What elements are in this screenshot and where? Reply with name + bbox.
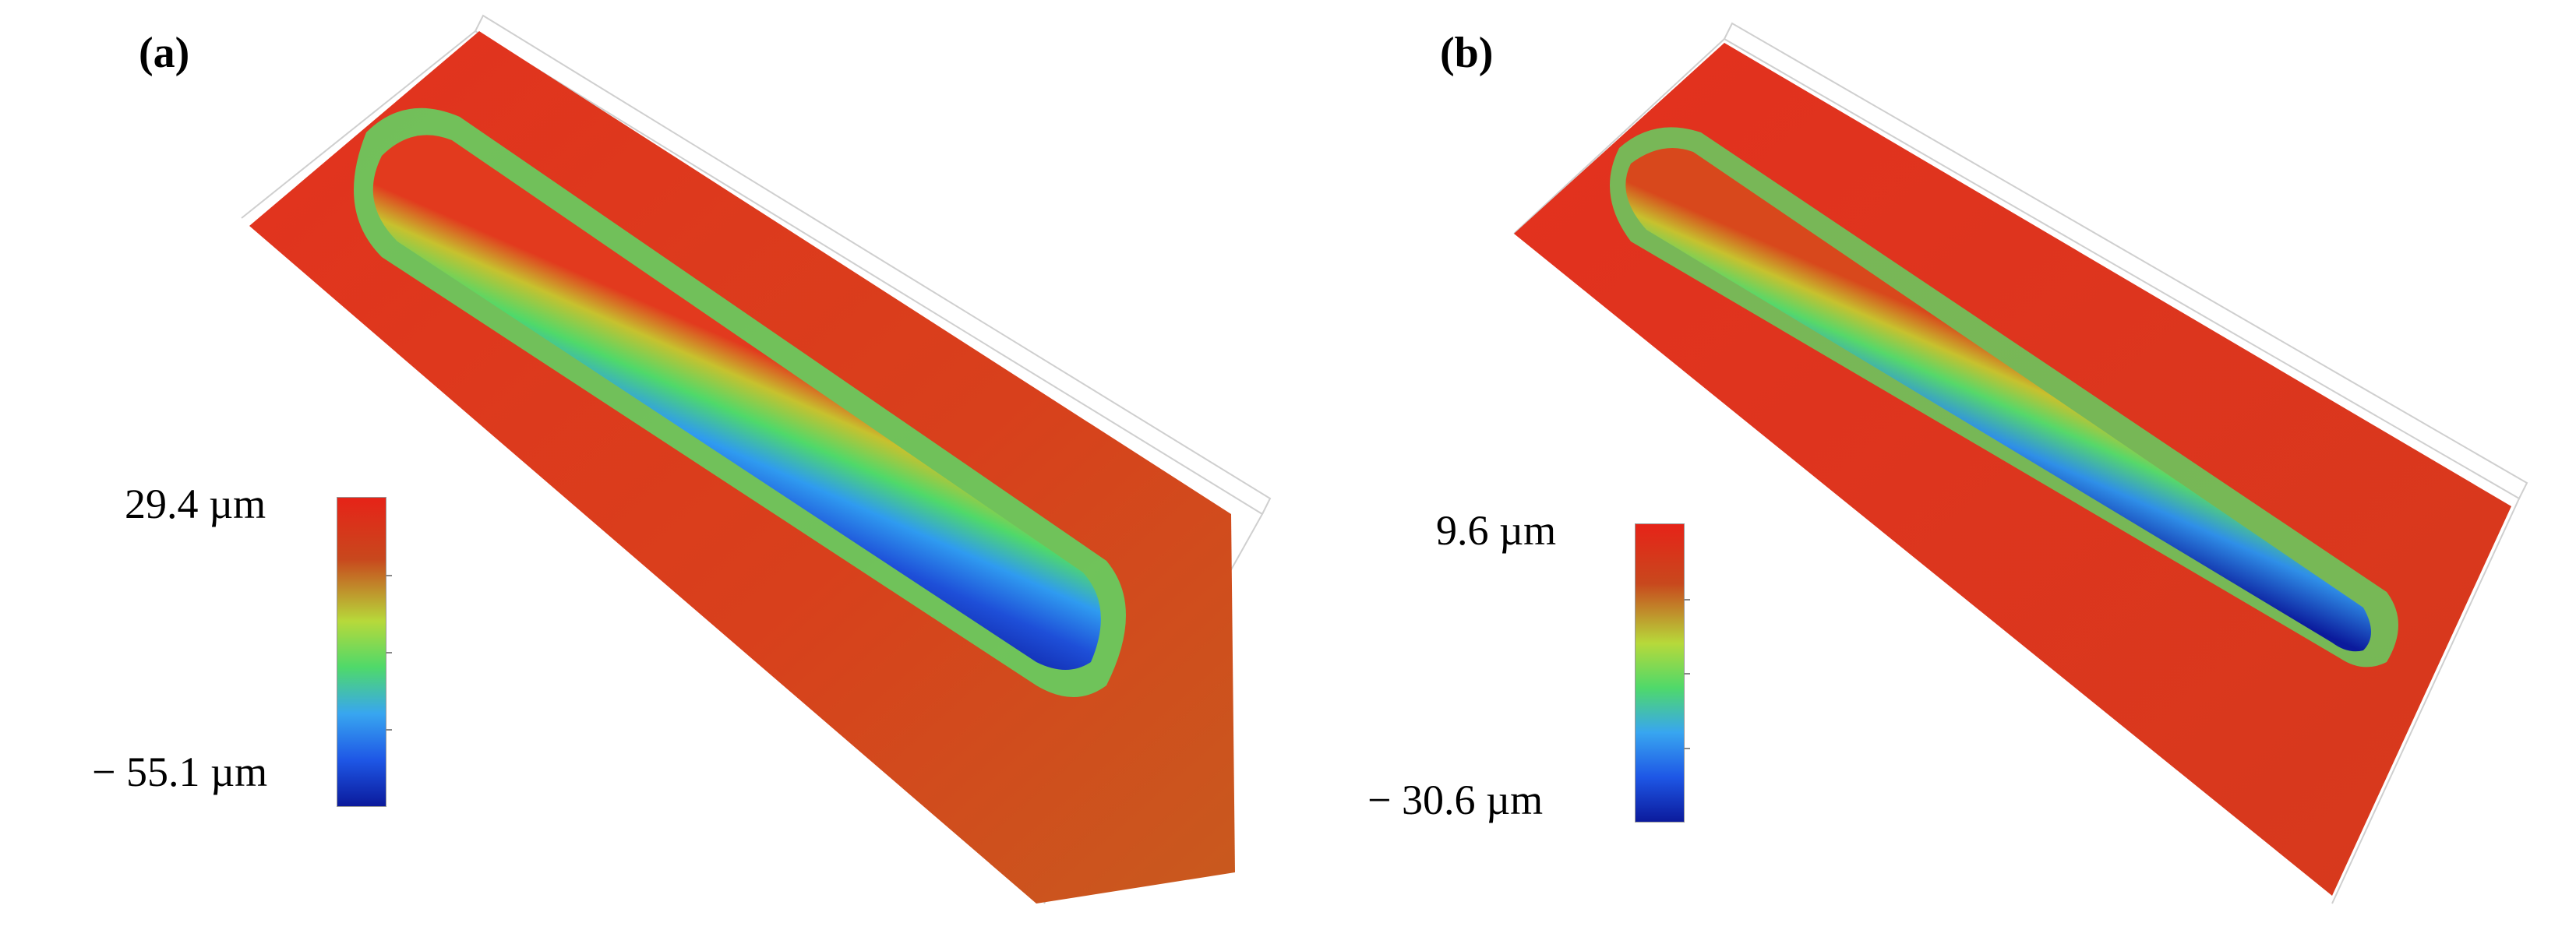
wear-track-b bbox=[1610, 127, 2398, 668]
scale-max-label-a: 29.4 µm bbox=[125, 481, 266, 527]
surface-3d-plot-b bbox=[1513, 22, 2528, 904]
scale-min-label-a: − 55.1 µm bbox=[92, 749, 268, 795]
colorbar-tick bbox=[1684, 598, 1690, 601]
colorbar-b bbox=[1635, 523, 1690, 823]
colorbar-tick bbox=[386, 729, 392, 731]
panel-a: (a) bbox=[92, 14, 1272, 904]
colorbar-tick bbox=[386, 575, 392, 576]
panel-b: (b) 9.6 µm − 30.6 µm bbox=[1288, 0, 2576, 930]
scale-min-label-b: − 30.6 µm bbox=[1367, 777, 1544, 823]
colorbar-tick bbox=[1684, 747, 1690, 749]
wear-track-a bbox=[354, 107, 1126, 697]
scale-max-label-b: 9.6 µm bbox=[1436, 507, 1557, 554]
wireframe-box-b bbox=[1513, 22, 2528, 904]
surface-3d-plot-a bbox=[241, 14, 1272, 904]
colorbar-tick bbox=[386, 652, 392, 653]
panel-b-label: (b) bbox=[1440, 29, 1494, 77]
colorbar-a bbox=[337, 497, 392, 807]
colorbar-tick bbox=[1684, 673, 1690, 675]
panel-a-label: (a) bbox=[139, 29, 190, 77]
